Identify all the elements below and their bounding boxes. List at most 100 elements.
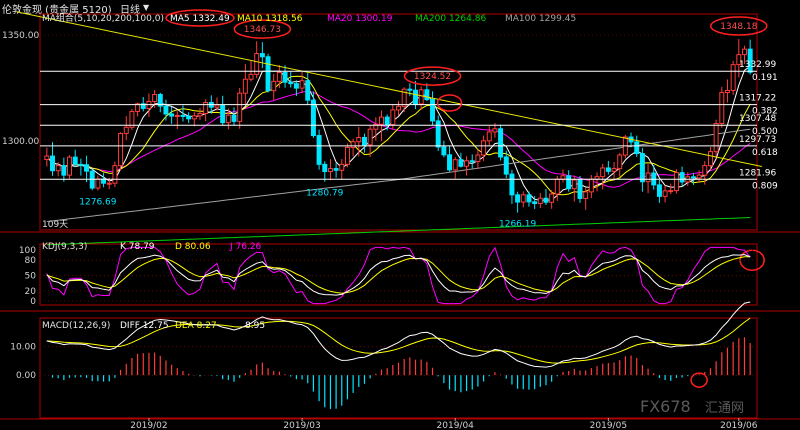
candle-body	[118, 132, 124, 167]
candle-body	[350, 141, 356, 148]
candle-body	[481, 140, 487, 156]
candle-body	[469, 160, 475, 163]
candle-body	[180, 114, 186, 117]
candle-body	[191, 115, 197, 120]
x-tick-label: 2019/03	[283, 421, 320, 430]
candle-body	[475, 154, 481, 163]
candle-body	[305, 80, 311, 101]
candle-body	[498, 128, 504, 158]
candle-body	[560, 175, 566, 180]
breakout-circle	[436, 94, 463, 112]
ma10-line	[46, 75, 751, 196]
candle-body	[174, 114, 180, 117]
candle-body	[44, 155, 50, 160]
candle-body	[237, 92, 243, 122]
candle-body	[106, 182, 112, 185]
kdj-y-tick-label: 100	[19, 246, 36, 256]
macd-y-tick-label: 10.00	[10, 343, 36, 353]
candle-body	[254, 53, 260, 75]
candle-body	[639, 153, 645, 183]
candle-body	[407, 88, 413, 91]
candle-body	[140, 103, 146, 109]
candle-body	[293, 83, 299, 89]
candle-body	[566, 175, 572, 190]
candle-body	[344, 146, 350, 165]
kdj-k-line	[46, 254, 751, 296]
x-tick-label: 2019/05	[590, 421, 627, 430]
candle-body	[520, 194, 526, 203]
period-selector[interactable]: 日线	[120, 5, 140, 16]
candle-body	[673, 172, 679, 192]
candle-body	[543, 197, 549, 203]
ma200-days-label: 109天	[42, 220, 68, 230]
candle-body	[95, 178, 101, 189]
candle-body	[509, 173, 515, 196]
fib-ratio-label: 0.382	[752, 107, 778, 117]
kdj-y-tick-label: 0	[30, 297, 36, 307]
candle-body	[554, 178, 560, 195]
main-y-tick-label: 1350.00	[2, 31, 39, 41]
candle-body	[702, 165, 708, 176]
candle-body	[435, 120, 441, 148]
candle-body	[401, 88, 407, 107]
candle-body	[617, 154, 623, 170]
kdj-j-line	[46, 246, 751, 305]
ma-legend-item: MA10 1318.56	[237, 14, 303, 24]
kdj-legend-item: J 76.26	[229, 242, 262, 252]
candle-body	[413, 89, 419, 105]
candle-body	[583, 191, 589, 199]
kdj-panel-frame	[39, 243, 758, 306]
fib-ratio-label: 0.191	[752, 73, 778, 83]
candle-body	[390, 109, 396, 126]
candle-body	[50, 155, 55, 172]
fib-ratio-label: 0.500	[752, 127, 778, 137]
low-price-label: 1266.19	[499, 220, 536, 230]
candle-body	[730, 64, 736, 91]
macd-legend-item: DIFF 12.75	[120, 321, 169, 331]
candle-body	[458, 159, 464, 167]
candle-body	[231, 114, 237, 122]
candle-body	[259, 53, 265, 58]
candle-body	[61, 165, 67, 176]
candle-body	[611, 168, 617, 172]
candle-body	[384, 116, 390, 126]
candle-body	[310, 99, 316, 137]
main-chart-frame	[39, 13, 758, 231]
candle-body	[696, 174, 702, 179]
high-price-label: 1324.52	[414, 72, 451, 82]
high-price-circle	[233, 19, 292, 39]
kdj-legend-item: K 78.79	[120, 242, 155, 252]
fib-price-label: 1332.99	[739, 60, 776, 70]
x-tick-label: 2019/04	[437, 421, 475, 430]
watermark-logo-sub: 汇通网	[705, 401, 744, 416]
candle-body	[736, 54, 742, 66]
candle-body	[282, 71, 288, 83]
candle-body	[634, 141, 640, 155]
candle-body	[742, 48, 747, 56]
candle-body	[679, 172, 685, 183]
watermark-logo: FX678	[640, 397, 691, 416]
candle-body	[265, 56, 271, 92]
candle-body	[396, 105, 401, 111]
kdj-legend-label: KDJ(9,3,3)	[42, 242, 87, 252]
kdj-legend-item: D 80.06	[175, 242, 211, 252]
candle-body	[333, 168, 339, 171]
candle-body	[169, 113, 175, 117]
candle-body	[486, 131, 492, 142]
candle-body	[452, 159, 458, 171]
candle-body	[163, 105, 169, 115]
macd-legend-item: DEA 8.27	[175, 321, 217, 331]
candle-body	[220, 104, 226, 124]
macd-dea-line	[46, 317, 751, 364]
candle-body	[242, 78, 248, 94]
main-y-tick-label: 1300.00	[2, 137, 39, 147]
ma-legend-item: MA5 1332.49	[170, 14, 230, 24]
candle-body	[152, 93, 158, 102]
candle-body	[157, 93, 163, 107]
dropdown-arrow-icon[interactable]: ▼	[143, 3, 150, 12]
kdj-y-tick-label: 80	[25, 256, 37, 266]
ma200-line	[46, 217, 751, 246]
candle-body	[724, 89, 730, 94]
low-price-label: 1276.69	[79, 197, 116, 207]
